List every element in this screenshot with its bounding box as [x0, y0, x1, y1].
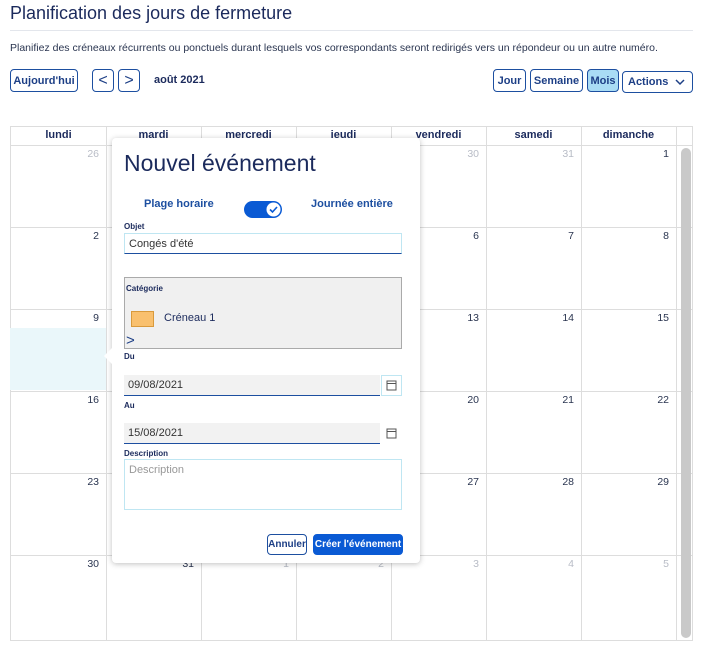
toggle-knob — [266, 202, 281, 217]
day-number: 4 — [568, 558, 574, 570]
mode-toggle[interactable] — [244, 201, 282, 218]
page-title: Planification des jours de fermeture — [10, 3, 293, 23]
weekday-header: samedi — [514, 129, 553, 141]
chevron-icon — [675, 79, 685, 86]
day-number: 3 — [473, 558, 479, 570]
to-label: Au — [124, 401, 135, 410]
view-day[interactable]: Jour — [493, 69, 526, 92]
day-number: 20 — [467, 394, 479, 406]
prev-button[interactable]: < — [92, 69, 114, 92]
category-next[interactable]: > — [126, 332, 135, 349]
scrollbar — [681, 148, 691, 638]
from-label: Du — [124, 352, 135, 361]
day-number: 23 — [87, 476, 99, 488]
mode-right: Journée entière — [311, 198, 393, 210]
actions-label: Actions — [628, 76, 669, 88]
cancel-button[interactable]: Annuler — [267, 534, 307, 555]
create-button[interactable]: Créer l'événement — [313, 534, 403, 555]
day-number: 13 — [467, 312, 479, 324]
selection-highlight — [10, 328, 106, 390]
subject-input[interactable]: Congés d'été — [124, 233, 402, 254]
to-calendar-icon[interactable] — [381, 423, 402, 444]
day-number: 30 — [467, 148, 479, 160]
category-box: Catégorie Créneau 1 > — [124, 277, 402, 349]
description-label: Description — [124, 449, 169, 458]
category-swatch — [131, 311, 154, 327]
day-number: 5 — [663, 558, 669, 570]
new-event-dialog: Nouvel événement Plage horaire Journée e… — [104, 138, 420, 563]
day-number: 9 — [93, 312, 99, 324]
actions-dropdown[interactable]: Actions — [622, 71, 693, 93]
divider — [10, 30, 693, 31]
day-number: 2 — [378, 558, 384, 570]
day-number: 26 — [87, 148, 99, 160]
view-month[interactable]: Mois — [587, 69, 619, 92]
category-label: Catégorie — [126, 284, 163, 293]
mode-left: Plage horaire — [144, 198, 214, 210]
column-line — [106, 127, 107, 640]
day-number: 21 — [562, 394, 574, 406]
dialog-arrow — [104, 348, 112, 364]
day-number: 29 — [657, 476, 669, 488]
day-number: 30 — [87, 558, 99, 570]
period-label: août 2021 — [154, 74, 205, 86]
description-input[interactable]: Description — [124, 459, 402, 510]
day-number: 1 — [663, 148, 669, 160]
day-number: 6 — [473, 230, 479, 242]
column-line — [581, 127, 582, 640]
day-number: 8 — [663, 230, 669, 242]
day-number: 1 — [283, 558, 289, 570]
day-number: 14 — [562, 312, 574, 324]
today-button[interactable]: Aujourd'hui — [10, 69, 78, 92]
day-number: 27 — [467, 476, 479, 488]
column-line — [676, 127, 677, 640]
subject-label: Objet — [124, 222, 145, 231]
from-input[interactable]: 09/08/2021 — [124, 375, 380, 396]
day-number: 31 — [182, 558, 194, 570]
day-number: 16 — [87, 394, 99, 406]
page-description: Planifiez des créneaux récurrents ou pon… — [10, 42, 658, 54]
day-number: 31 — [562, 148, 574, 160]
weekday-header: dimanche — [602, 129, 655, 141]
weekday-header: vendredi — [415, 129, 462, 141]
day-number: 22 — [657, 394, 669, 406]
column-line — [486, 127, 487, 640]
calendar: lundi mardi mercredi jeudi vendredi samedi dim… — [10, 126, 693, 641]
from-calendar-icon[interactable] — [381, 375, 402, 396]
day-number: 28 — [562, 476, 574, 488]
dialog-title: Nouvel événement — [124, 150, 316, 176]
day-number: 15 — [657, 312, 669, 324]
category-value[interactable]: Créneau 1 — [164, 312, 216, 324]
weekday-header: lundi — [45, 129, 72, 141]
view-week[interactable]: Semaine — [530, 69, 583, 92]
to-input[interactable]: 15/08/2021 — [124, 423, 380, 444]
day-number: 2 — [93, 230, 99, 242]
next-button[interactable]: > — [118, 69, 140, 92]
day-number: 7 — [568, 230, 574, 242]
